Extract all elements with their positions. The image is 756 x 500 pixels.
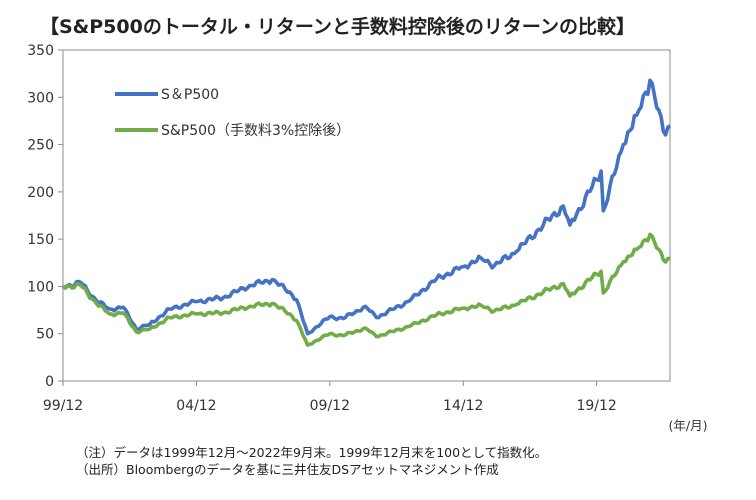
y-tick-label: 150 — [27, 232, 54, 248]
legend: S＆P500 S&P500（手数料3%控除後） — [115, 87, 350, 139]
x-unit-label: (年/月) — [669, 418, 708, 433]
note-line: （注）データは1999年12月～2022年9月末。1999年12月末を100とし… — [76, 445, 548, 460]
y-tick-label: 100 — [27, 279, 54, 295]
notes: （注）データは1999年12月～2022年9月末。1999年12月末を100とし… — [76, 444, 547, 478]
series-line-2 — [61, 232, 671, 347]
legend-label: S＆P500 — [161, 87, 219, 103]
axes — [58, 49, 671, 386]
y-tick-label: 0 — [45, 374, 54, 390]
note-line: （出所）Bloombergのデータを基に三井住友DSアセットマネジメント作成 — [76, 462, 499, 477]
y-tick-label: 50 — [36, 327, 54, 343]
series-line-1 — [62, 78, 672, 336]
x-tick-label: 19/12 — [576, 398, 616, 414]
y-tick-label: 200 — [27, 185, 54, 201]
plot-frame — [62, 49, 671, 382]
legend-label: S&P500（手数料3%控除後） — [161, 123, 350, 139]
x-tick-label: 04/12 — [176, 398, 216, 414]
y-tick-label: 300 — [27, 90, 54, 106]
y-tick-label: 350 — [27, 43, 54, 59]
x-tick-label: 99/12 — [43, 398, 83, 414]
x-tick-label: 14/12 — [443, 398, 483, 414]
x-tick-label: 09/12 — [310, 398, 350, 414]
y-tick-label: 250 — [27, 138, 54, 154]
series-layer — [61, 78, 672, 347]
chart-title: 【S&P500のトータル・リターンと手数料控除後のリターンの比較】 — [40, 16, 635, 38]
tick-labels: 0 50 100 150 200 250 300 350 99/12 04/12 09/12 14/1… — [27, 43, 707, 433]
